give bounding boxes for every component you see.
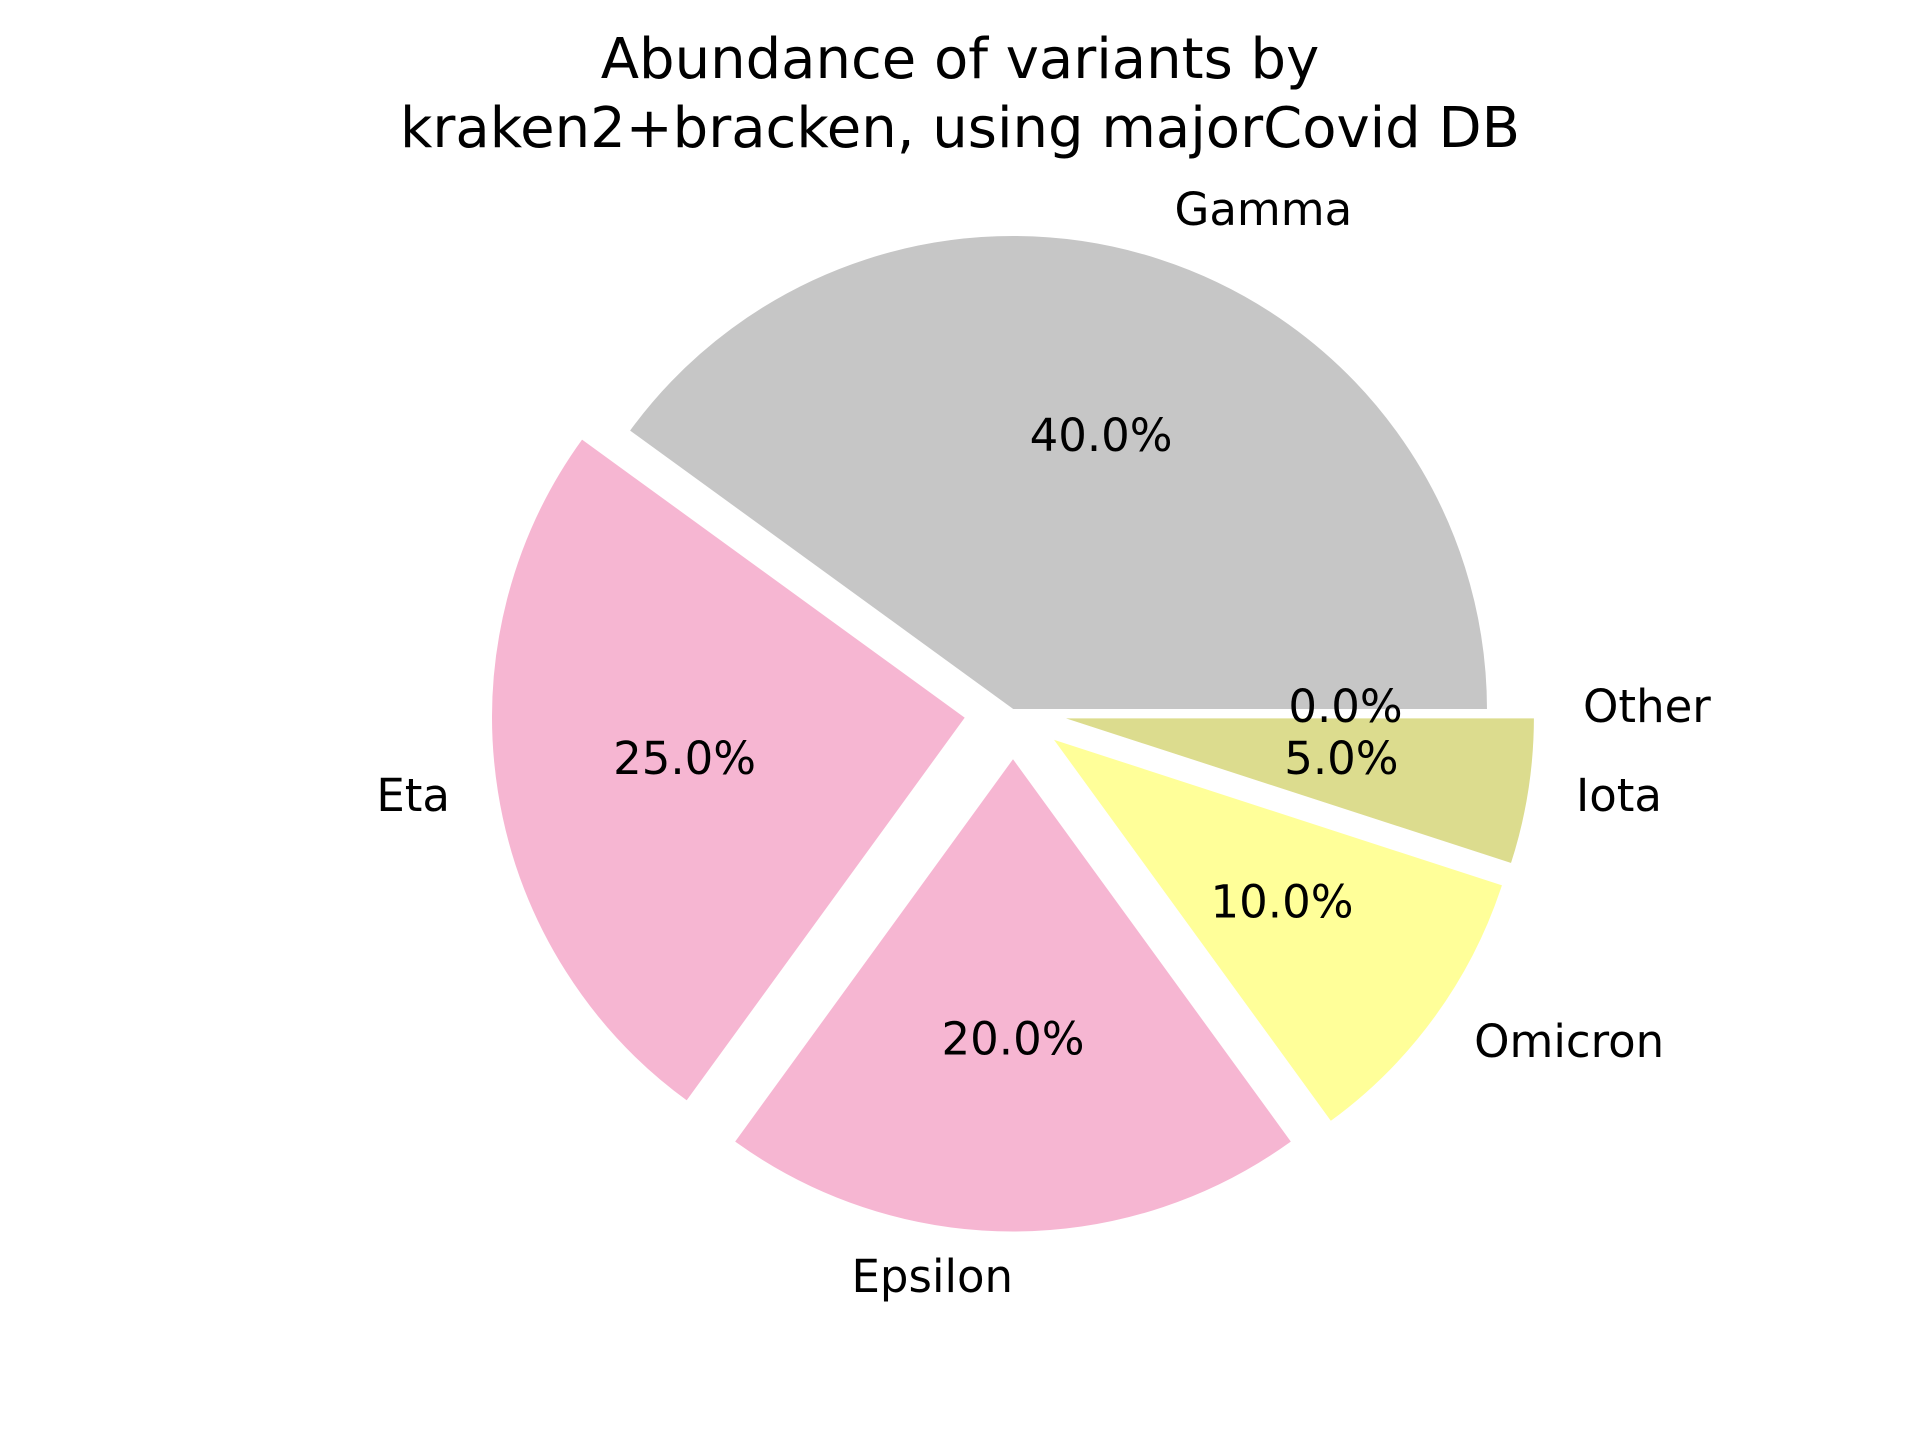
slice-label-eta: Eta <box>376 769 450 822</box>
slice-label-iota: Iota <box>1576 769 1662 822</box>
slice-label-epsilon: Epsilon <box>852 1250 1014 1303</box>
slice-percent-other: 0.0% <box>1288 680 1402 733</box>
chart-title-line-1: Abundance of variants by <box>601 27 1319 92</box>
pie-slices <box>490 234 1536 1234</box>
slice-percent-omicron: 10.0% <box>1211 875 1354 928</box>
slice-label-omicron: Omicron <box>1474 1015 1664 1068</box>
chart-title-line-2: kraken2+bracken, using majorCovid DB <box>400 96 1520 161</box>
slice-label-gamma: Gamma <box>1174 183 1352 236</box>
slice-label-other: Other <box>1583 680 1711 733</box>
pie-slice-eta <box>490 436 968 1104</box>
pie-slice-iota <box>1059 716 1536 866</box>
slice-percent-gamma: 40.0% <box>1030 409 1173 462</box>
slice-percent-eta: 25.0% <box>613 732 756 785</box>
pie-slice-gamma <box>627 234 1490 711</box>
pie-slice-epsilon <box>732 755 1294 1234</box>
pie-slice-omicron <box>1048 736 1505 1124</box>
slice-percent-iota: 5.0% <box>1284 732 1398 785</box>
slice-percent-epsilon: 20.0% <box>942 1013 1085 1066</box>
pie-labels: Gamma 40.0% Eta 25.0% Epsilon 20.0% Omicron 10.… <box>376 183 1711 1303</box>
